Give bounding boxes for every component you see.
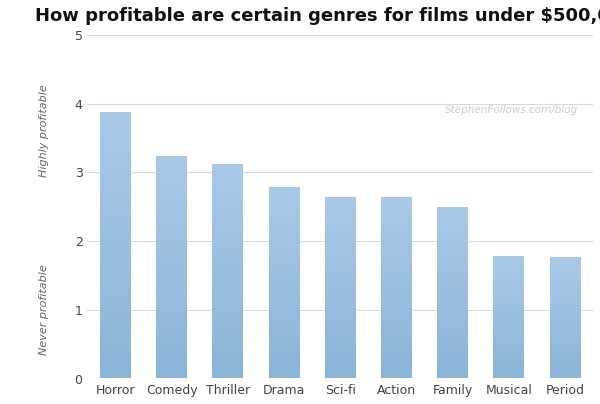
Title: How profitable are certain genres for films under $500,000?: How profitable are certain genres for fi… (35, 7, 600, 25)
Text: Never profitable: Never profitable (40, 264, 49, 355)
Text: StephenFollows.com/blog: StephenFollows.com/blog (445, 105, 578, 116)
Text: Highly profitable: Highly profitable (40, 85, 49, 177)
